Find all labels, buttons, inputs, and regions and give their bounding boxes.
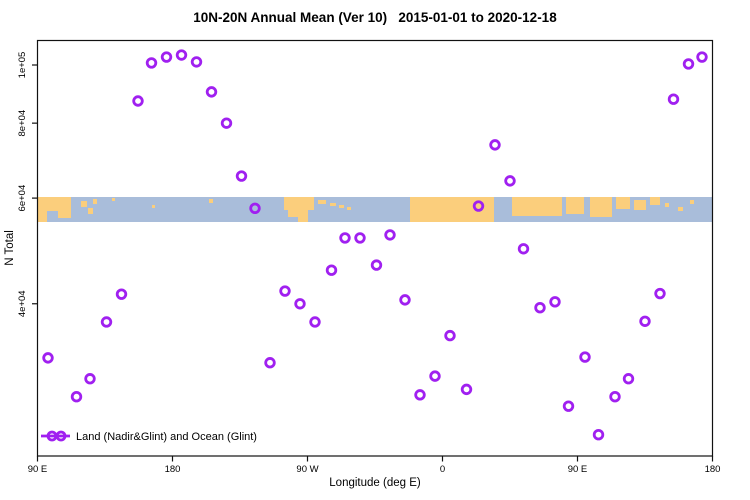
scatter-point [370, 259, 383, 271]
scatter-point [325, 264, 338, 276]
scatter-point [160, 51, 173, 63]
plot-area: 90 E 180 90 W 0 90 E 180 1e+05 8e+04 6e+04 4e+04 [17, 39, 721, 475]
y-tick-label: 4e+04 [17, 290, 28, 317]
scatter-point [294, 298, 306, 310]
map-band-land-patch [347, 207, 351, 210]
scatter-point [145, 57, 158, 69]
map-band-land-patch [634, 200, 646, 210]
scatter-point [84, 373, 96, 385]
y-axis-title: N Total [4, 230, 16, 266]
scatter-point [249, 202, 261, 214]
map-band-land-patch [284, 197, 314, 210]
scatter-point [42, 352, 54, 364]
scatter-point [460, 383, 473, 396]
scatter-point [504, 175, 516, 187]
map-band-land-patch [37, 211, 47, 222]
map-band-land-patch [37, 197, 71, 211]
chart-title: 10N-20N Annual Mean (Ver 10) 2015-01-01 … [193, 10, 557, 25]
scatter-point [100, 316, 113, 328]
scatter-point [205, 86, 218, 98]
x-tick-label: 0 [440, 464, 445, 475]
scatter-point [489, 139, 501, 151]
map-band-land-patch [566, 197, 584, 214]
x-tick-label: 90 W [296, 464, 318, 475]
scatter-point [264, 357, 276, 369]
scatter-point [639, 315, 651, 327]
scatter-point [654, 287, 666, 300]
map-band-land-patch [512, 197, 562, 216]
legend-marker-icon [55, 430, 67, 442]
scatter-point [115, 288, 128, 300]
map-band-land-patch [318, 200, 326, 204]
scatter-point [354, 232, 366, 244]
y-tick-label: 1e+05 [17, 52, 28, 79]
x-tick-label: 180 [705, 464, 721, 475]
scatter-point [609, 391, 621, 403]
scatter-point [579, 351, 591, 363]
legend: Land (Nadir&Glint) and Ocean (Glint) [41, 430, 257, 443]
map-band-land-patch [93, 199, 97, 204]
map-band-land-patch [330, 203, 336, 206]
scatter-point [534, 302, 546, 314]
scatter-point [444, 329, 456, 342]
map-band-land-patch [112, 198, 115, 201]
map-band-land-patch [288, 210, 308, 217]
map-band-land-patch [298, 217, 308, 222]
scatter-point [696, 51, 708, 63]
scatter-point [429, 370, 441, 382]
map-band-land-patch [590, 197, 612, 217]
plot-box [36, 39, 714, 457]
x-tick-label: 180 [165, 464, 181, 475]
map-band-land-patch [616, 197, 630, 209]
y-tick-label: 8e+04 [17, 110, 28, 137]
map-band-land-patch [209, 199, 213, 203]
map-band-land-patch [152, 205, 155, 208]
scatter-point [220, 117, 233, 129]
scatter-point [472, 200, 485, 212]
scatter-point [175, 49, 188, 61]
scatter-point [414, 389, 426, 401]
scatter-point [682, 58, 695, 70]
scatter-point [562, 400, 575, 412]
scatter-point [517, 243, 530, 255]
map-band-land-patch [665, 203, 669, 207]
scatter-point [190, 56, 203, 68]
x-tick-label: 90 E [28, 464, 48, 475]
y-tick-label: 6e+04 [17, 185, 28, 212]
scatter-point [622, 373, 635, 385]
map-band-land-patch [58, 211, 71, 218]
scatter-point [339, 232, 351, 244]
x-tick-label: 90 E [568, 464, 588, 475]
scatter-point [279, 285, 291, 297]
map-band-land-patch [690, 200, 694, 204]
scatter-point [399, 294, 411, 306]
map-band-land-patch [81, 201, 87, 207]
x-axis-title: Longitude (deg E) [329, 477, 421, 489]
scatter-point [70, 391, 83, 403]
scatter-point [549, 296, 561, 308]
map-band-land-patch [88, 208, 93, 214]
map-band-land-patch [650, 197, 660, 205]
map-band-land-patch [678, 207, 683, 211]
scatter-point [384, 229, 396, 241]
scatter-point [235, 170, 248, 182]
legend-label: Land (Nadir&Glint) and Ocean (Glint) [76, 431, 257, 443]
scatter-point [309, 316, 321, 328]
scatter-point [132, 95, 144, 107]
scatter-point [667, 93, 680, 105]
scatter-point [592, 429, 605, 441]
map-band-land-patch [339, 205, 344, 208]
